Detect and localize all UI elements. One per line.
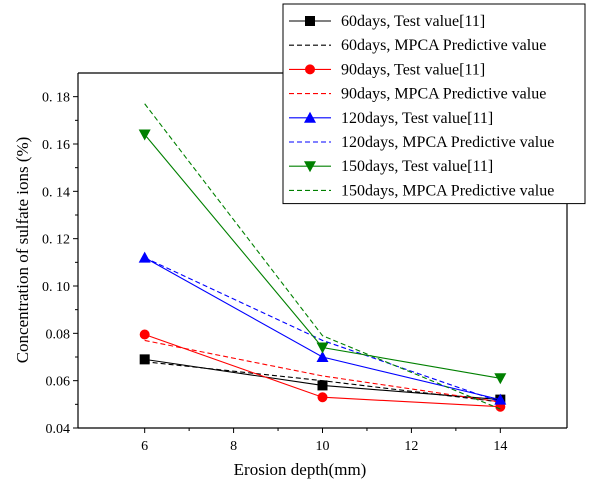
data-point bbox=[317, 392, 328, 403]
axes: 6 8 10 12 14 0.04 0.06 0.08 0. 10 0. 12 0. 14 0. 16… bbox=[42, 72, 568, 454]
data-point bbox=[138, 129, 151, 141]
y-tick-label: 0. 10 bbox=[42, 280, 70, 295]
legend: 60days, Test value[11] 60days, MPCA Predi… bbox=[282, 3, 586, 205]
y-tick-label: 0. 18 bbox=[42, 91, 70, 106]
data-point bbox=[139, 329, 150, 340]
y-axis-title: Concentration of sulfate ions (%) bbox=[13, 137, 32, 364]
legend-marker bbox=[304, 111, 316, 123]
x-axis-title: Erosion depth(mm) bbox=[234, 460, 367, 479]
data-point bbox=[139, 354, 150, 365]
series-line bbox=[144, 339, 501, 403]
legend-label: 60days, MPCA Predictive value bbox=[341, 37, 546, 54]
y-tick-label: 0.04 bbox=[46, 422, 71, 437]
x-tick-label: 10 bbox=[316, 439, 330, 454]
y-tick-label: 0.06 bbox=[46, 375, 71, 390]
legend-marker bbox=[304, 161, 316, 173]
y-tick-label: 0. 14 bbox=[42, 185, 70, 200]
data-point bbox=[494, 373, 507, 385]
legend-label: 60days, Test value[11] bbox=[341, 13, 485, 30]
series-6 bbox=[138, 129, 507, 385]
x-tick-label: 14 bbox=[493, 439, 507, 454]
legend-marker bbox=[305, 16, 315, 26]
series-1 bbox=[144, 361, 501, 403]
series-3 bbox=[144, 339, 501, 403]
legend-box bbox=[282, 3, 586, 205]
legend-label: 120days, Test value[11] bbox=[341, 110, 493, 127]
series-7 bbox=[144, 103, 501, 410]
data-point bbox=[138, 251, 151, 263]
series-5 bbox=[144, 257, 501, 403]
data-point bbox=[316, 351, 329, 362]
legend-label: 120days, MPCA Predictive value bbox=[341, 134, 554, 151]
series-line bbox=[144, 361, 501, 403]
data-point bbox=[316, 342, 329, 354]
x-tick-label: 6 bbox=[141, 439, 148, 454]
legend-label: 90days, MPCA Predictive value bbox=[341, 86, 546, 103]
series-line bbox=[144, 103, 501, 410]
data-point bbox=[494, 393, 507, 405]
legend-label: 150days, MPCA Predictive value bbox=[341, 182, 554, 199]
data-point bbox=[317, 380, 328, 391]
x-tick-label: 8 bbox=[230, 439, 237, 454]
y-tick-label: 0. 12 bbox=[42, 233, 70, 248]
y-tick-label: 0.08 bbox=[46, 327, 71, 342]
x-tick-label: 12 bbox=[404, 439, 418, 454]
legend-label: 90days, Test value[11] bbox=[341, 61, 485, 78]
series-2 bbox=[139, 329, 506, 412]
legend-marker bbox=[305, 64, 315, 75]
series-layer bbox=[138, 103, 507, 412]
y-tick-label: 0. 16 bbox=[42, 138, 70, 153]
legend-label: 150days, Test value[11] bbox=[341, 158, 493, 175]
series-line bbox=[144, 257, 501, 403]
series-4 bbox=[138, 251, 507, 405]
series-line bbox=[144, 257, 501, 401]
